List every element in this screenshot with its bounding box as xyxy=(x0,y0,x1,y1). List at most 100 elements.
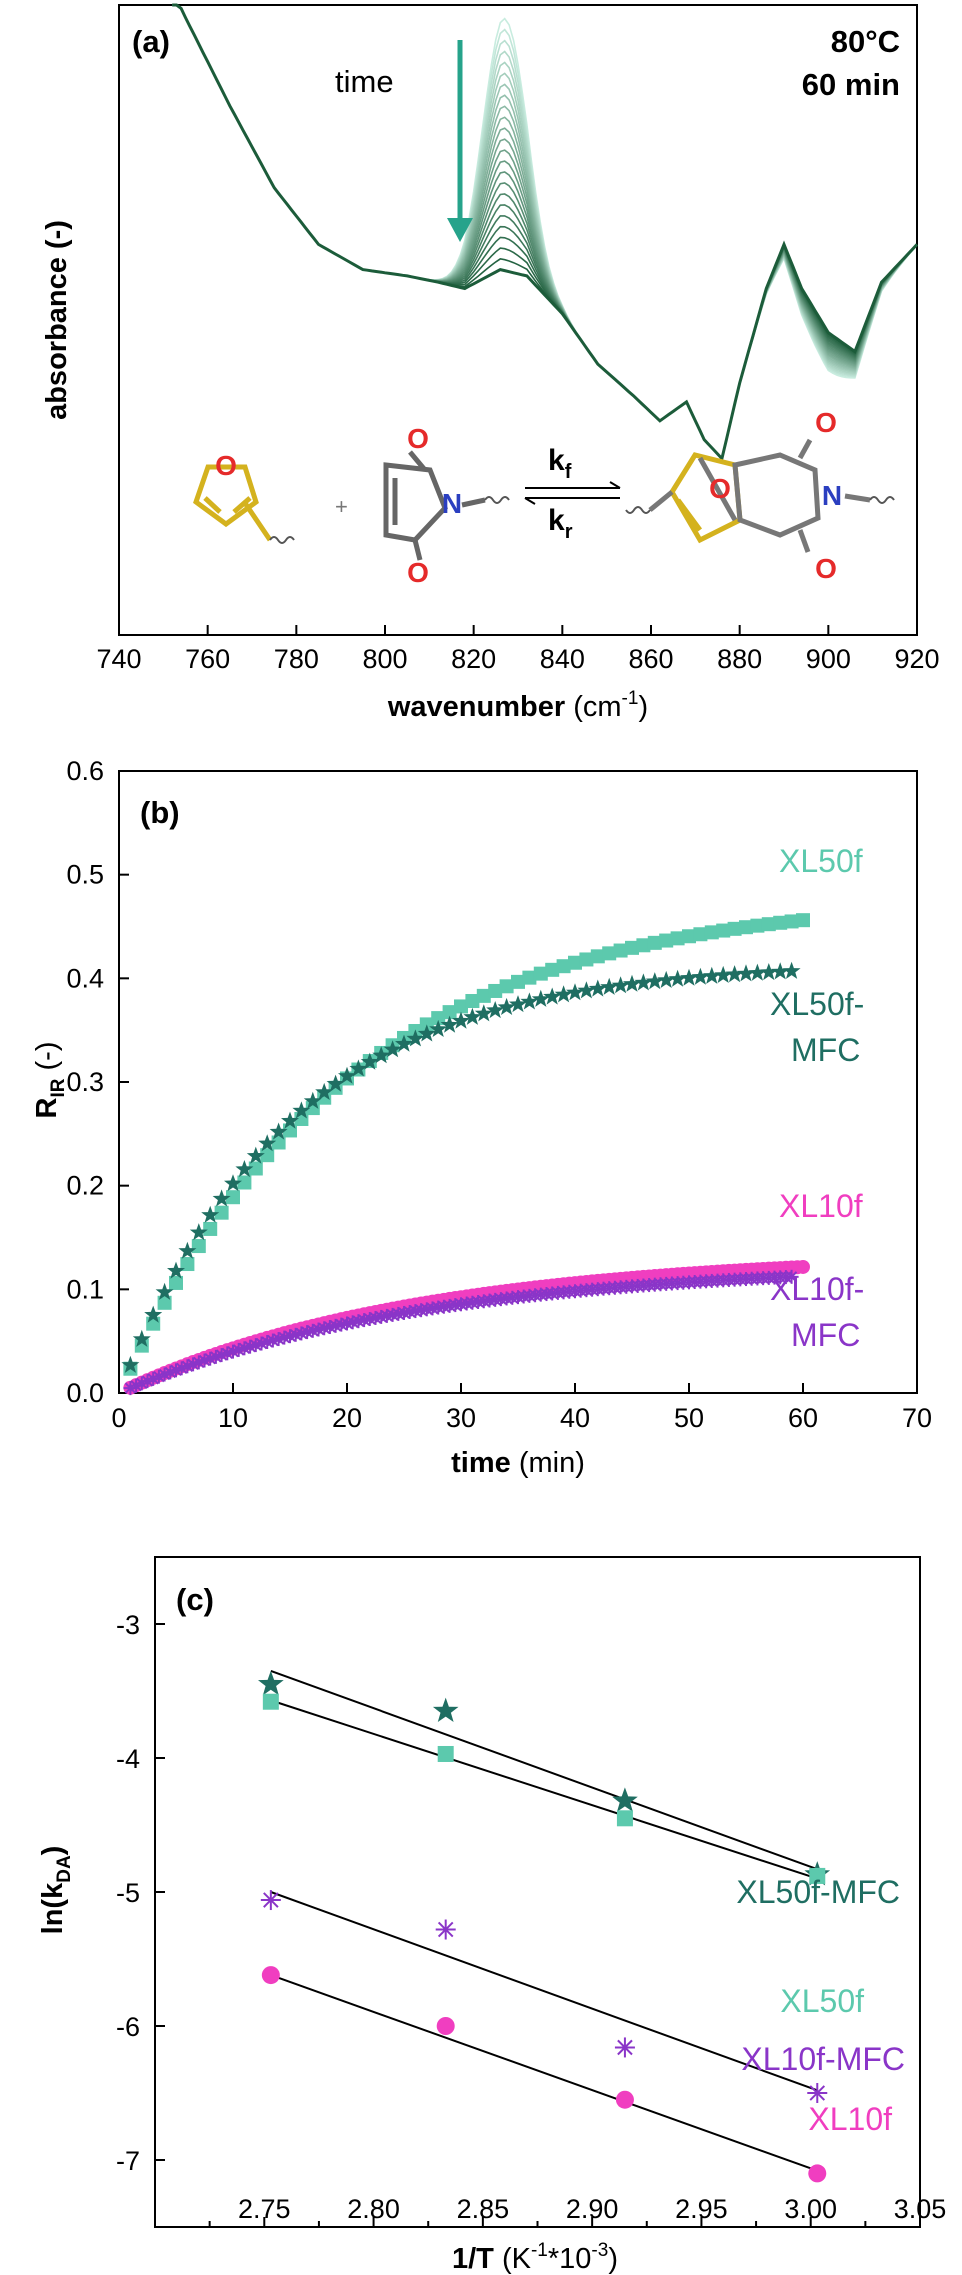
panel-a-x-tick-label: 900 xyxy=(806,644,851,674)
data-point xyxy=(808,2164,827,2183)
data-point xyxy=(566,983,584,1001)
data-point xyxy=(260,1890,281,1911)
data-point xyxy=(613,943,628,958)
data-point xyxy=(144,1305,163,1323)
data-point xyxy=(702,966,721,984)
panel-b: (b) 0 10 20 30 40 50 60 70 0.0 0.1 0.2 0.3 0.4 0.5 0.6… xyxy=(31,756,932,1479)
panel-c-x-tick-label: 2.90 xyxy=(566,2194,619,2224)
data-point xyxy=(303,1091,322,1109)
panel-b-markers xyxy=(121,913,810,1396)
data-point xyxy=(520,992,539,1010)
panel-c-x-tick-label: 3.05 xyxy=(894,2194,947,2224)
data-point xyxy=(782,961,801,979)
kr-label: kr xyxy=(548,504,573,543)
data-point xyxy=(623,974,641,992)
panel-b-x-tick-label: 40 xyxy=(560,1403,590,1433)
equilibrium-arrows xyxy=(524,481,621,505)
panel-b-y-tick-label: 0.5 xyxy=(66,860,104,890)
adduct-nitrogen: N xyxy=(822,480,842,511)
data-point xyxy=(784,914,799,929)
panel-b-x-tick-label: 60 xyxy=(788,1403,818,1433)
time-arrow xyxy=(447,40,473,242)
adduct-tail-right xyxy=(869,496,895,504)
data-point xyxy=(556,959,571,974)
data-point xyxy=(132,1329,151,1347)
panel-b-y-tick-label: 0.4 xyxy=(66,963,104,993)
maleimide-oxygen-top: O xyxy=(407,423,429,454)
series-label-xl10f-b: XL10f xyxy=(779,1188,863,1224)
data-point xyxy=(809,1867,826,1884)
series-label-xl10f-c: XL10f xyxy=(808,2101,892,2137)
panel-a-x-tick-label: 760 xyxy=(185,644,230,674)
panel-b-x-tick-label: 10 xyxy=(218,1403,248,1433)
data-point xyxy=(269,1122,288,1140)
fit-line xyxy=(270,1974,818,2172)
adduct-oxygen-bottom: O xyxy=(815,553,837,584)
data-point xyxy=(440,1015,459,1033)
data-point xyxy=(271,1135,286,1150)
data-point xyxy=(680,968,698,986)
data-point xyxy=(737,964,755,982)
data-point xyxy=(248,1161,263,1176)
data-point xyxy=(338,1066,356,1084)
data-point xyxy=(739,920,753,935)
data-point xyxy=(577,981,596,999)
data-point xyxy=(771,962,790,980)
data-point xyxy=(725,965,744,983)
data-point xyxy=(714,965,733,983)
panel-c-x-axis-title: 1/T (K-1*10-3) xyxy=(452,2240,618,2275)
panel-a-y-axis-title: absorbance (-) xyxy=(41,220,73,420)
data-point xyxy=(326,1074,345,1092)
data-point xyxy=(761,917,776,932)
data-point xyxy=(522,970,537,985)
panel-b-ticks: 0 10 20 30 40 50 60 70 0.0 0.1 0.2 0.3 0.4 0.5 0.6 xyxy=(66,756,932,1433)
data-point xyxy=(682,929,696,944)
data-point xyxy=(419,1017,434,1032)
data-point xyxy=(431,1011,446,1026)
panel-b-label: (b) xyxy=(140,795,180,830)
data-point xyxy=(281,1111,299,1129)
data-point xyxy=(191,1239,206,1254)
panel-c-y-tick-label: -5 xyxy=(116,1878,140,1908)
data-point xyxy=(615,2090,634,2109)
kf-label: kf xyxy=(548,444,572,483)
data-point xyxy=(383,1040,402,1058)
data-point xyxy=(224,1174,242,1192)
data-point xyxy=(454,999,468,1014)
maleimide-oxygen-bottom: O xyxy=(407,557,429,588)
series-label-xl10f-mfc-b-line1: XL10f- xyxy=(770,1271,864,1307)
data-point xyxy=(180,1359,195,1374)
data-point xyxy=(645,972,664,990)
panel-b-x-tick-label: 20 xyxy=(332,1403,362,1433)
data-point xyxy=(237,1175,252,1190)
data-point xyxy=(121,1355,140,1373)
data-point xyxy=(212,1189,231,1207)
panel-c-y-tick-label: -7 xyxy=(116,2146,140,2176)
data-point xyxy=(611,976,630,994)
panel-c-x-tick-label: 2.85 xyxy=(457,2194,510,2224)
data-point xyxy=(226,1190,240,1205)
data-point xyxy=(201,1205,220,1223)
data-point xyxy=(614,2037,635,2058)
data-point xyxy=(429,1019,448,1037)
data-point xyxy=(178,1241,197,1259)
data-point xyxy=(545,962,560,977)
data-point xyxy=(668,969,687,987)
data-point xyxy=(588,979,607,997)
data-point xyxy=(716,923,731,938)
data-point xyxy=(497,997,516,1015)
data-point xyxy=(773,915,788,930)
data-point xyxy=(657,970,676,988)
data-point xyxy=(260,1148,275,1163)
data-point xyxy=(315,1082,334,1100)
data-point xyxy=(488,983,503,998)
data-point xyxy=(246,1146,265,1164)
panel-c-x-tick-label: 3.00 xyxy=(784,2194,837,2224)
series-label-xl50f-mfc-b-line1: XL50f- xyxy=(770,986,864,1022)
panel-b-y-tick-label: 0.0 xyxy=(66,1378,104,1408)
fit-line xyxy=(270,1669,818,1871)
reaction-scheme: O + O O N kf kr xyxy=(193,407,895,588)
data-point xyxy=(704,925,719,940)
data-point xyxy=(748,963,767,981)
